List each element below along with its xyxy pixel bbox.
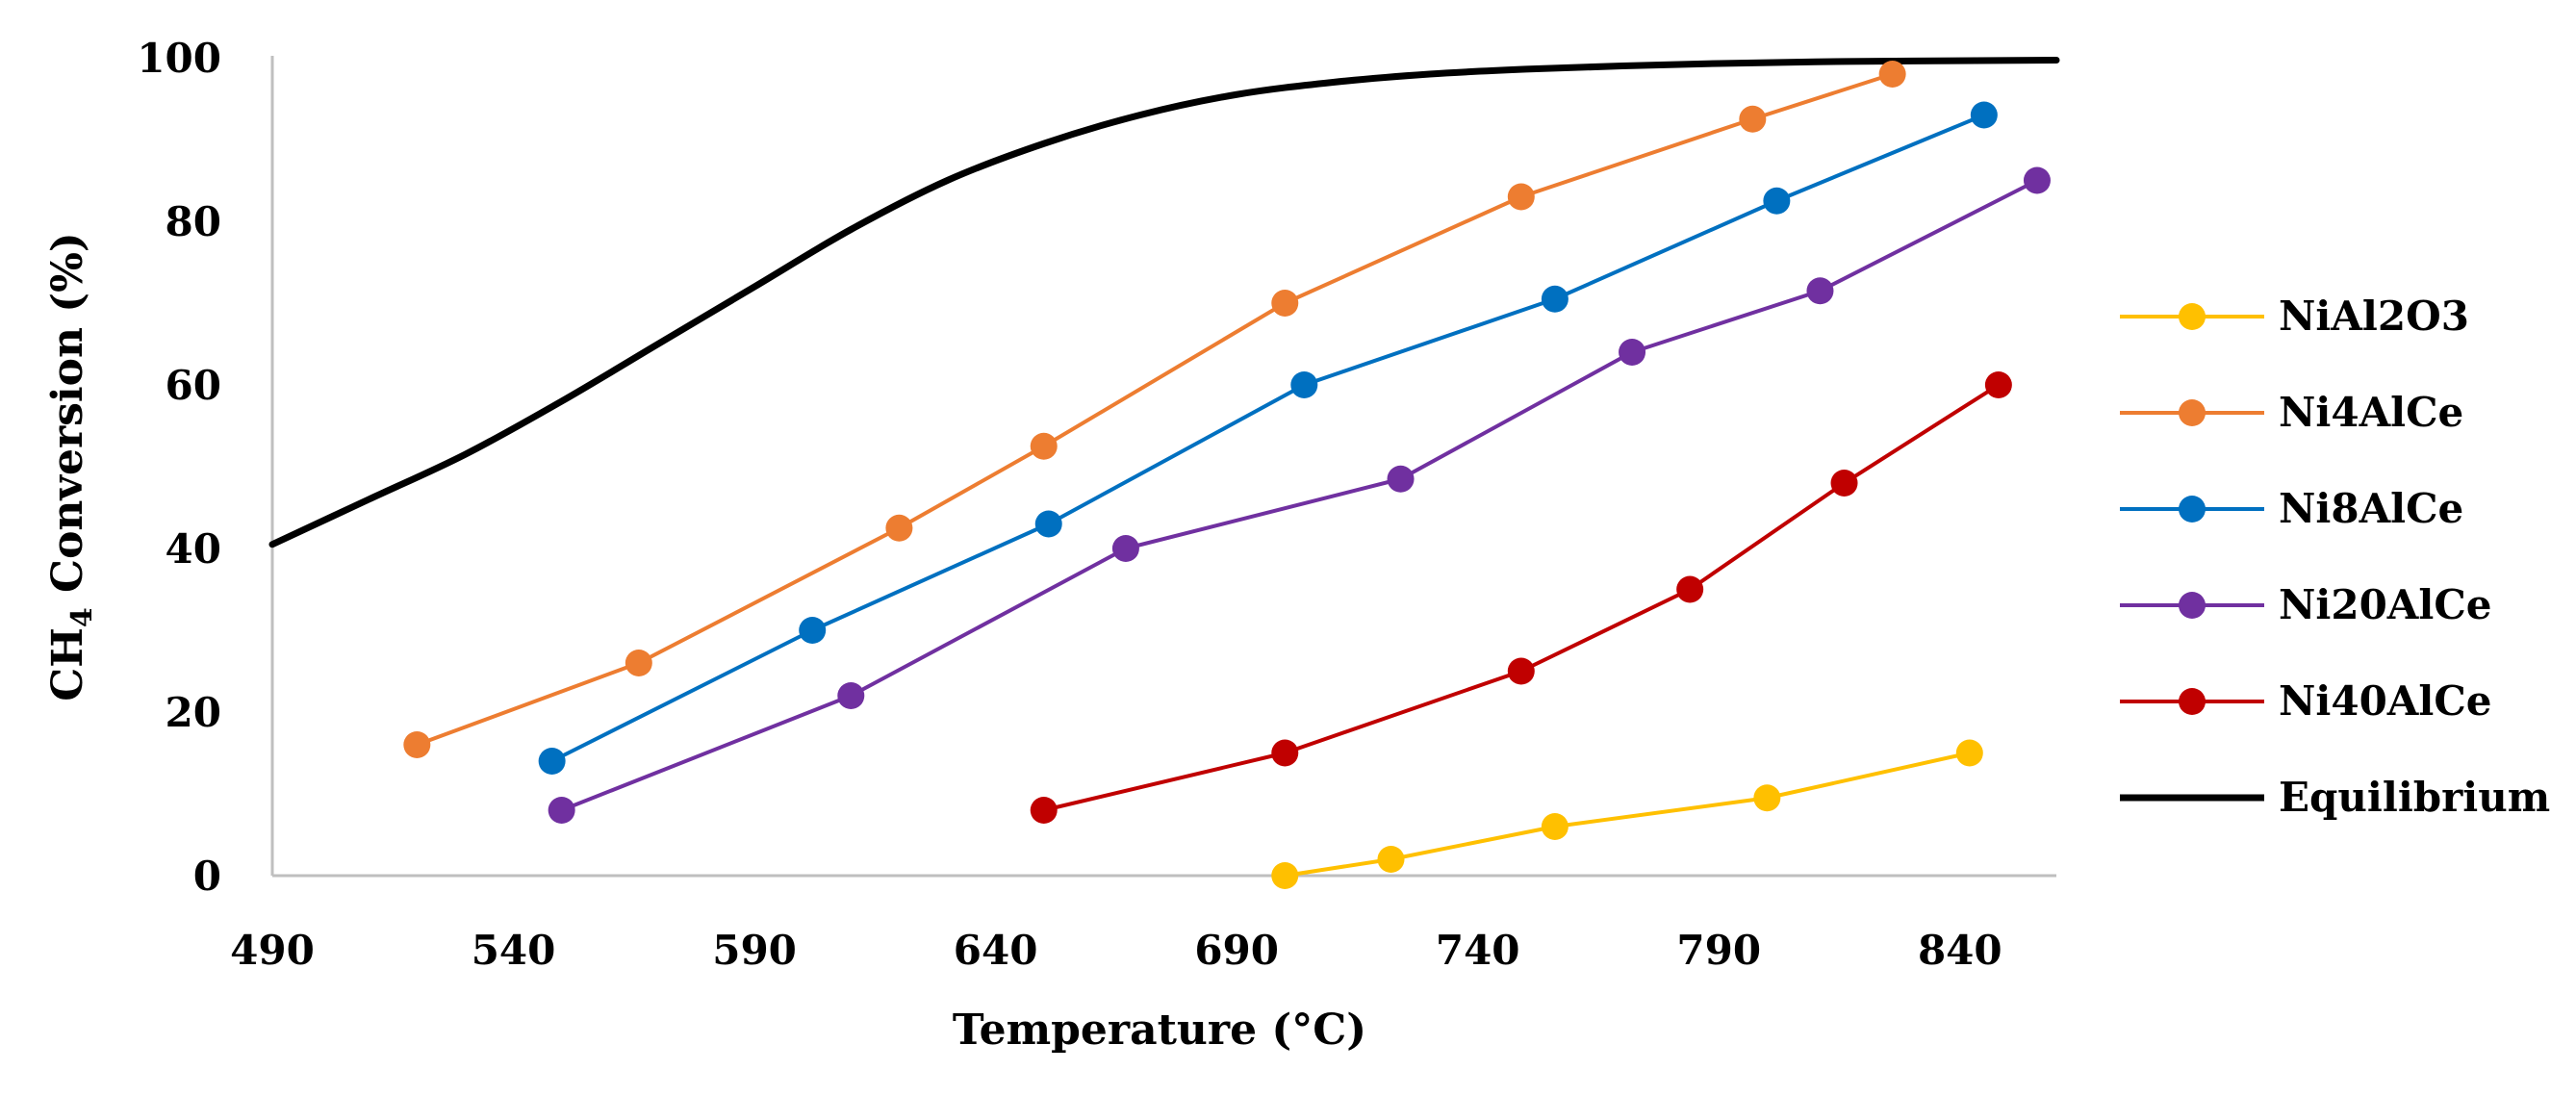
data-point-ni8alce [799, 617, 827, 644]
y-tick-label: 80 [166, 198, 221, 245]
data-point-nial2o3 [1753, 784, 1781, 812]
data-point-ni4alce [1271, 290, 1299, 317]
legend-swatch-marker [2179, 496, 2206, 523]
data-point-ni40alce [1830, 470, 1858, 497]
legend-label: Ni20AlCe [2279, 581, 2491, 628]
y-tick-label: 40 [166, 525, 221, 573]
axes [270, 56, 2056, 878]
y-tick-label: 0 [193, 853, 221, 900]
x-tick-label: 740 [1436, 927, 1520, 974]
x-tick-label: 840 [1918, 927, 2002, 974]
legend-swatch-marker [2179, 303, 2206, 330]
data-point-ni4alce [885, 514, 913, 542]
data-point-ni4alce [625, 650, 652, 676]
x-axis-title: Temperature (°C) [953, 1006, 1366, 1055]
series-line-ni20alce [559, 178, 2039, 812]
legend-label: Ni40AlCe [2279, 677, 2491, 725]
data-point-ni4alce [1739, 105, 1767, 133]
y-axis-title-rest: Conversion (%) [43, 232, 92, 607]
data-point-ni20alce [1806, 277, 1834, 305]
legend-label: NiAl2O3 [2279, 293, 2469, 340]
data-point-nial2o3 [1955, 739, 1983, 767]
data-point-ni20alce [1619, 339, 1646, 366]
y-axis-title: CH4 Conversion (%) [43, 232, 99, 701]
y-tick-label: 20 [166, 689, 221, 736]
legend-label: Ni8AlCe [2279, 485, 2463, 532]
data-point-ni4alce [1507, 183, 1535, 211]
x-tick-label: 790 [1676, 927, 1761, 974]
series-equilibrium [268, 57, 2060, 548]
data-point-ni4alce [1878, 61, 1906, 88]
data-point-ni20alce [2023, 166, 2051, 194]
legend: NiAl2O3 Ni4AlCe Ni8AlCe Ni20AlCe Ni40AlCe Equ… [2120, 293, 2550, 821]
x-tick-label: 640 [954, 927, 1038, 974]
x-tick-label: 690 [1194, 927, 1279, 974]
data-point-ni20alce [837, 682, 865, 709]
data-point-nial2o3 [1377, 846, 1405, 873]
data-point-ni40alce [1676, 575, 1704, 603]
legend-label: Ni4AlCe [2279, 389, 2463, 436]
legend-swatch-marker [2179, 688, 2206, 715]
data-point-ni20alce [1111, 535, 1139, 562]
series-line-equilibrium [268, 57, 2060, 548]
legend-item-ni20alce: Ni20AlCe [2120, 581, 2491, 628]
legend-swatch-marker [2179, 592, 2206, 619]
data-point-ni8alce [1290, 371, 1318, 398]
y-tick-label: 60 [166, 362, 221, 409]
series-ni40alce [1030, 371, 2012, 824]
legend-swatch-marker [2179, 399, 2206, 426]
data-point-ni8alce [1541, 285, 1569, 313]
legend-item-ni8alce: Ni8AlCe [2120, 485, 2463, 532]
x-tick-label: 540 [472, 927, 556, 974]
data-point-nial2o3 [1271, 862, 1299, 889]
y-axis-title-subscript: 4 [65, 607, 99, 627]
data-point-ni4alce [1030, 432, 1058, 460]
data-point-ni8alce [1970, 101, 1998, 129]
data-point-ni20alce [1387, 465, 1415, 493]
legend-item-ni4alce: Ni4AlCe [2120, 389, 2463, 436]
data-point-nial2o3 [1541, 813, 1569, 840]
data-point-ni4alce [403, 731, 431, 758]
data-point-ni8alce [1763, 187, 1791, 215]
series [268, 57, 2060, 889]
x-tick-label: 590 [712, 927, 797, 974]
y-tick-label: 100 [137, 35, 221, 82]
series-ni20alce [548, 166, 2051, 824]
series-line-ni40alce [1041, 383, 2001, 812]
data-point-ni40alce [1271, 739, 1299, 767]
data-point-ni8alce [1034, 510, 1062, 538]
legend-label: Equilibrium [2279, 774, 2550, 821]
series-ni8alce [538, 101, 1998, 775]
x-tick-labels: 490 540 590 640 690 740 790 840 [230, 927, 2002, 974]
legend-item-nial2o3: NiAl2O3 [2120, 293, 2469, 340]
data-point-ni40alce [1507, 657, 1535, 685]
legend-item-equilibrium: Equilibrium [2120, 774, 2550, 821]
series-ni4alce [403, 61, 1906, 758]
series-line-ni4alce [415, 72, 1895, 747]
data-point-ni8alce [538, 748, 566, 775]
data-point-ni40alce [1984, 371, 2012, 398]
y-tick-labels: 0 20 40 60 80 100 [137, 35, 221, 900]
series-nial2o3 [1271, 739, 1983, 889]
data-point-ni20alce [548, 797, 575, 824]
x-tick-label: 490 [230, 927, 315, 974]
legend-item-ni40alce: Ni40AlCe [2120, 677, 2491, 725]
data-point-ni40alce [1030, 797, 1058, 824]
y-axis-title-main: CH [43, 627, 92, 701]
